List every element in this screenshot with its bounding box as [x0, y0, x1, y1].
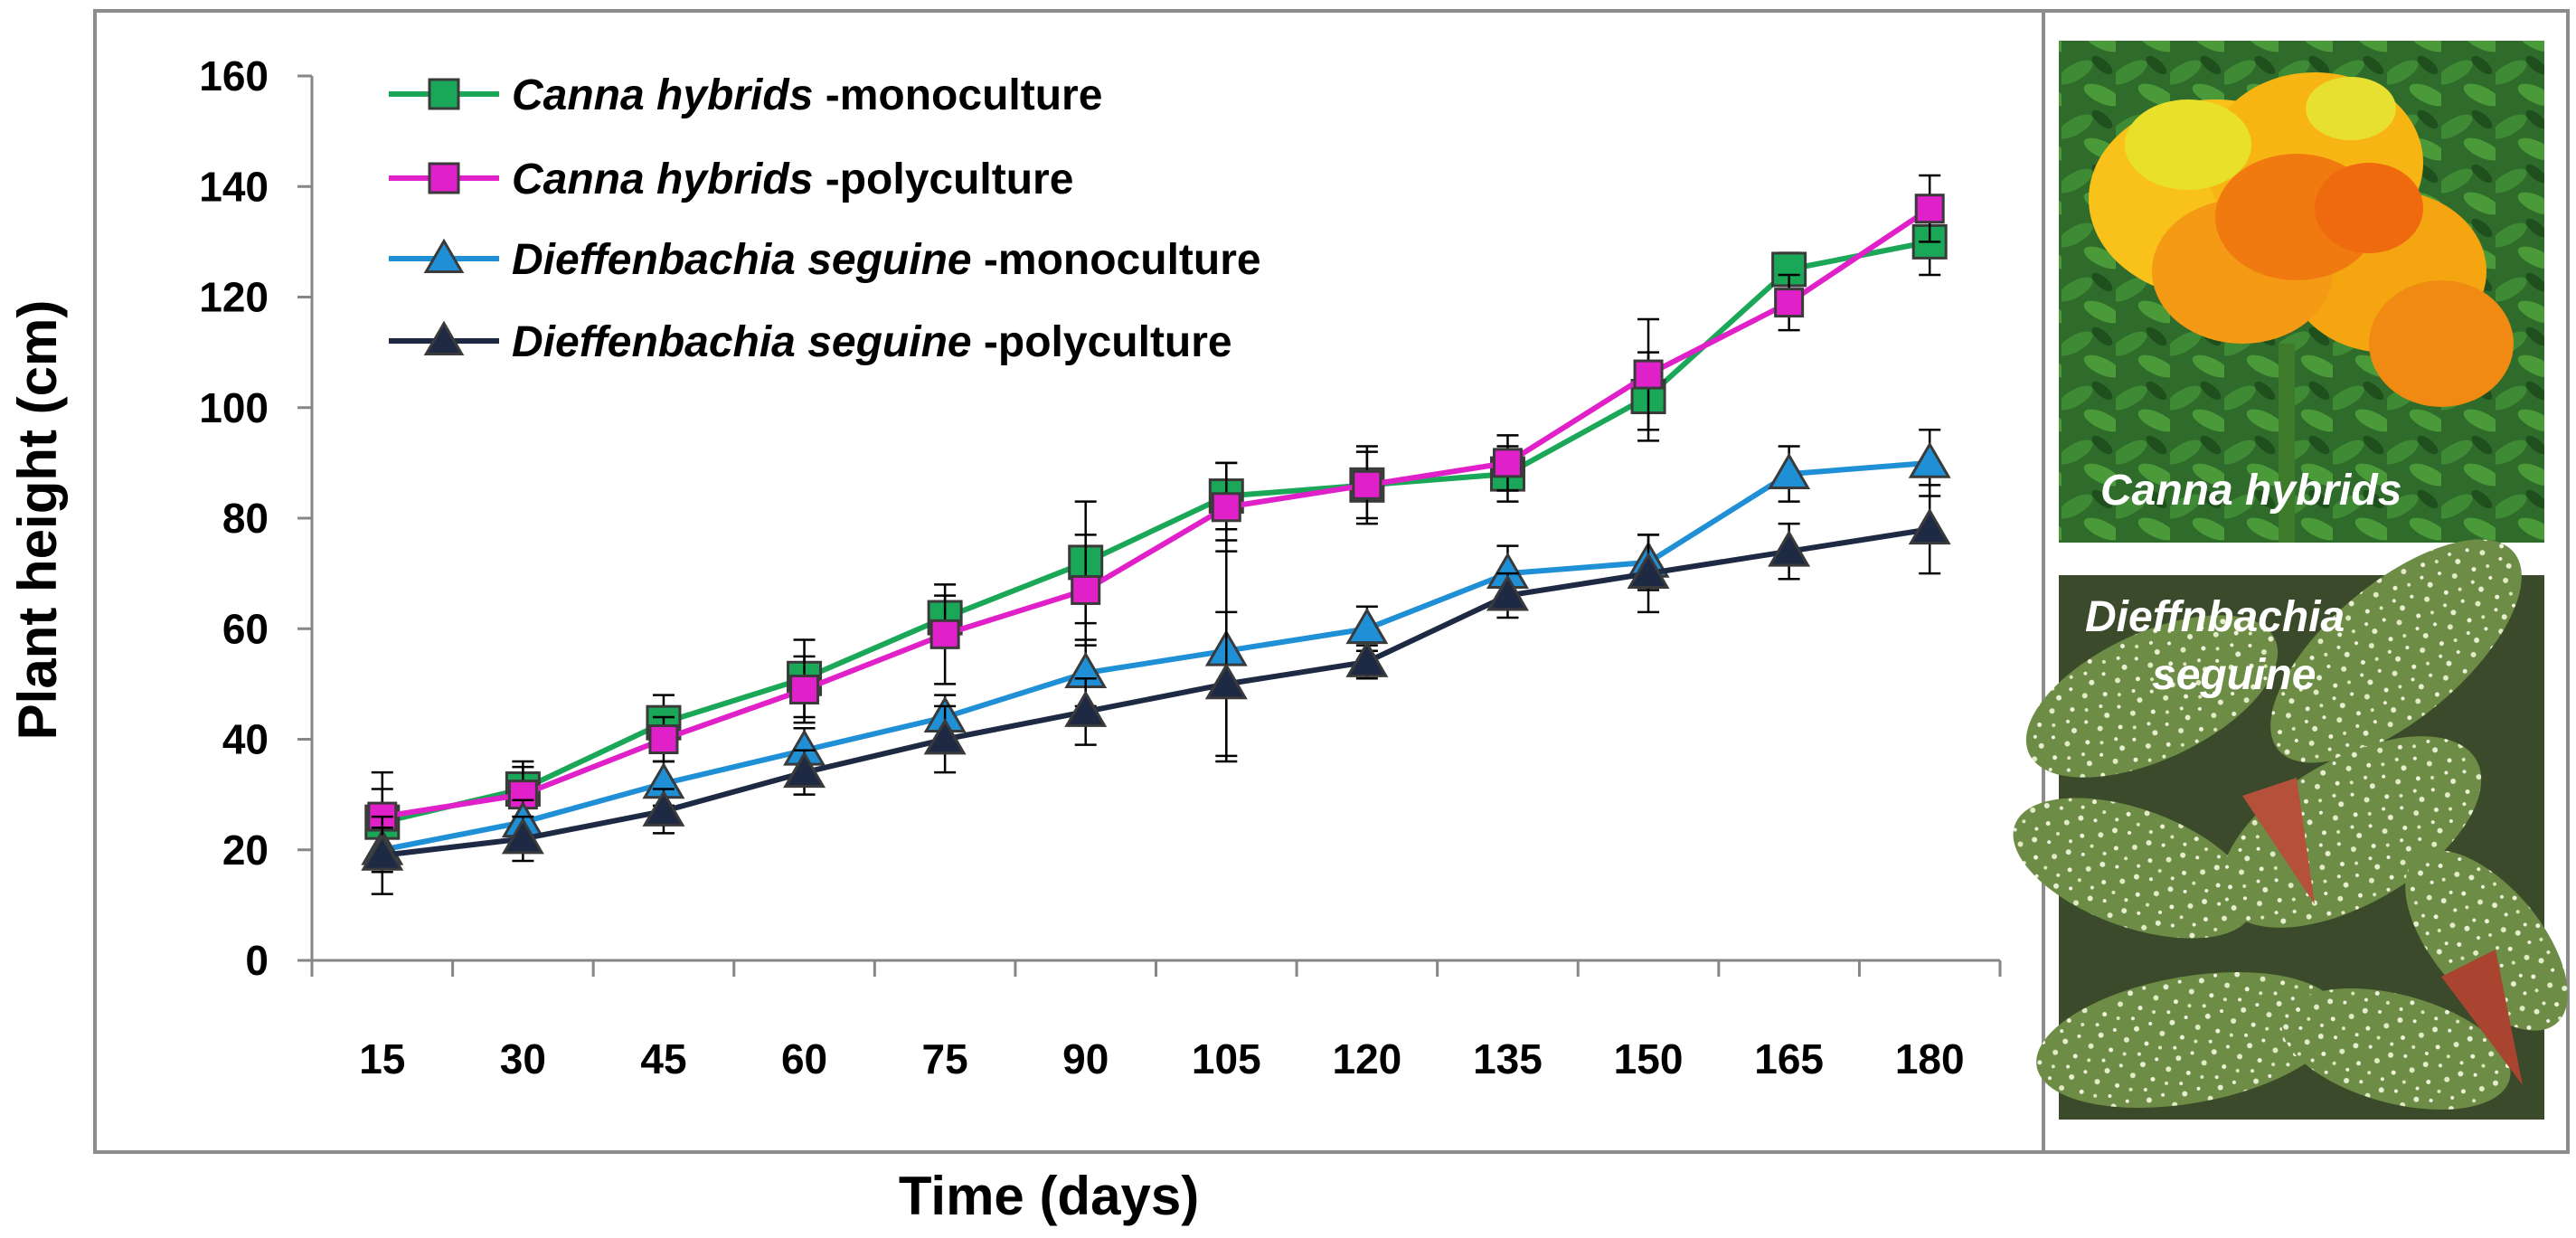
x-tick-label: 30: [500, 1035, 546, 1082]
x-tick-label: 60: [781, 1035, 827, 1082]
legend-label: Canna hybrids -polyculture: [512, 156, 1073, 203]
x-tick-label: 45: [640, 1035, 686, 1082]
x-tick-label: 90: [1062, 1035, 1109, 1082]
legend-entry: Dieffenbachia seguine -polyculture: [389, 318, 1232, 366]
legend-entry: Canna hybrids -polyculture: [389, 156, 1073, 203]
y-tick-label: 100: [199, 384, 269, 431]
canna-photo-label: Canna hybrids: [2100, 467, 2401, 515]
legend-marker: [428, 78, 460, 110]
legend-label: Dieffenbachia seguine -monoculture: [512, 236, 1261, 284]
legend-label-condition: -monoculture: [972, 236, 1261, 284]
dieffenbachia-leaves-image: [2013, 539, 2568, 1110]
dieffenbachia-photo-label-line2: seguine: [2152, 651, 2316, 699]
data-point: [1768, 530, 1811, 567]
y-axis-ticks: 0 20 40 60 80 100 120 140 160: [199, 52, 312, 984]
data-point: [1492, 448, 1523, 478]
series-line: [382, 459, 1930, 853]
data-point: [923, 717, 967, 755]
series-3: [361, 484, 1951, 895]
data-point: [1633, 359, 1664, 390]
y-tick-label: 80: [222, 495, 269, 542]
x-tick-label: 15: [359, 1035, 405, 1082]
legend-marker: [428, 162, 460, 194]
legend-label-condition: -monoculture: [813, 71, 1102, 119]
legend-label-species: Canna hybrids: [512, 71, 813, 119]
data-point: [1908, 441, 1951, 478]
y-tick-label: 160: [199, 52, 269, 99]
data-point: [648, 724, 679, 754]
data-point: [789, 674, 820, 704]
y-tick-label: 20: [222, 827, 269, 874]
data-point: [1627, 552, 1670, 590]
data-point: [1914, 194, 1945, 224]
photo-canna-hybrids: Canna hybrids: [2059, 41, 2544, 543]
data-point: [1908, 507, 1951, 545]
y-tick-label: 60: [222, 605, 269, 652]
series-line: [382, 526, 1930, 858]
legend-marker: [423, 238, 465, 274]
legend-entry: Canna hybrids -monoculture: [389, 71, 1102, 119]
canna-flower-image: [2089, 72, 2514, 543]
data-point: [501, 817, 544, 855]
x-axis-title: Time (days): [899, 1166, 1199, 1226]
data-point: [1486, 574, 1529, 611]
data-point: [929, 619, 960, 649]
legend-label-condition: -polyculture: [813, 156, 1073, 203]
series-line: [382, 239, 1930, 826]
x-tick-label: 150: [1614, 1035, 1684, 1082]
data-point: [1345, 640, 1389, 677]
legend-label: Canna hybrids -monoculture: [512, 71, 1102, 119]
photo-dieffenbachia: Dieffnbachia seguine: [2013, 539, 2568, 1120]
data-point: [361, 834, 404, 871]
legend-entry: Dieffenbachia seguine -monoculture: [389, 236, 1261, 284]
legend-label: Dieffenbachia seguine -polyculture: [512, 318, 1232, 366]
legend-label-species: Dieffenbachia seguine: [512, 236, 972, 284]
dieffenbachia-photo-label-line1: Dieffnbachia: [2085, 593, 2345, 641]
legend-label-condition: -polyculture: [972, 318, 1232, 366]
y-tick-label: 40: [222, 716, 269, 763]
data-point: [1768, 452, 1811, 489]
x-tick-label: 120: [1333, 1035, 1402, 1082]
series-line: [382, 206, 1931, 820]
legend-label-species: Canna hybrids: [512, 156, 813, 203]
x-tick-label: 180: [1895, 1035, 1965, 1082]
data-point: [1071, 574, 1101, 605]
legend-label-species: Dieffenbachia seguine: [512, 318, 972, 366]
data-point: [1352, 469, 1382, 500]
data-point: [642, 789, 685, 827]
y-tick-label: 120: [199, 274, 269, 321]
legend-marker: [423, 320, 465, 356]
y-axis-title: Plant height (cm): [7, 300, 68, 741]
y-tick-label: 0: [245, 937, 269, 984]
data-point: [1204, 662, 1248, 700]
x-tick-label: 165: [1754, 1035, 1824, 1082]
data-point: [1774, 288, 1805, 318]
y-tick-label: 140: [199, 163, 269, 210]
data-point: [1211, 492, 1241, 523]
x-tick-label: 135: [1473, 1035, 1543, 1082]
data-point: [783, 751, 826, 789]
series-layer: [361, 174, 1951, 895]
x-tick-label: 75: [922, 1035, 968, 1082]
data-point: [1064, 690, 1108, 727]
x-tick-label: 105: [1192, 1035, 1261, 1082]
x-axis-ticks: 15 30 45 60 75 90 105 120 135 150 165 180: [310, 960, 2002, 1082]
series-1: [367, 174, 1945, 863]
